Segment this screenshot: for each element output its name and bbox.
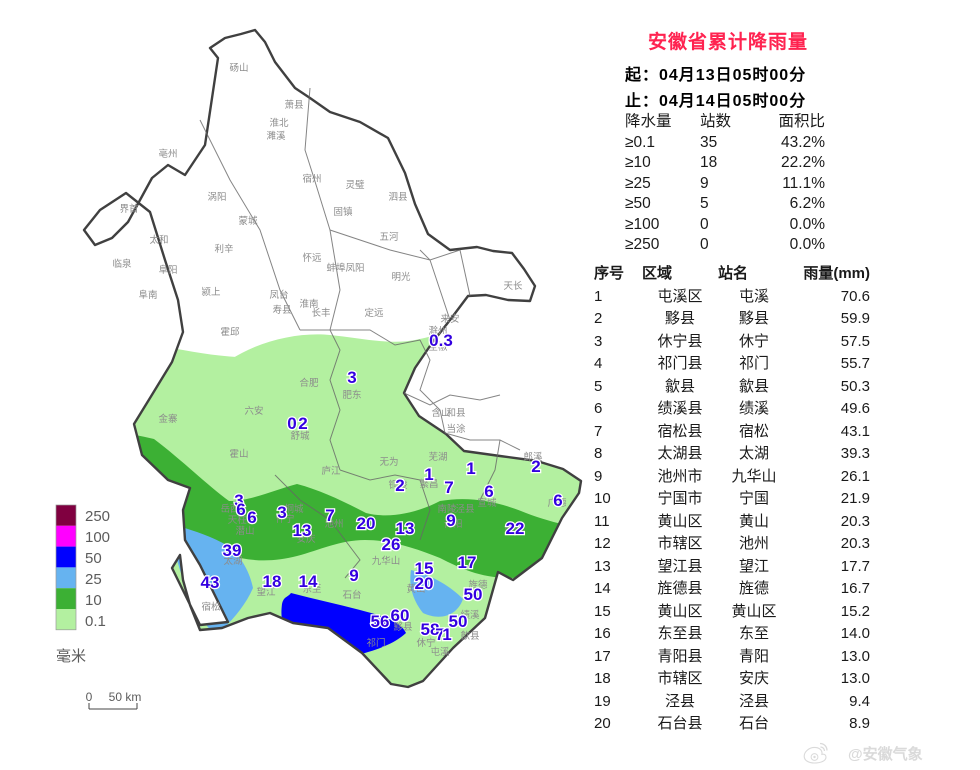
svg-text:来安: 来安 <box>440 313 459 325</box>
svg-text:和县: 和县 <box>446 408 465 419</box>
svg-text:43: 43 <box>201 573 220 592</box>
svg-text:寿县: 寿县 <box>272 304 291 316</box>
svg-text:1: 1 <box>442 625 451 644</box>
svg-text:13: 13 <box>293 521 312 540</box>
svg-text:17: 17 <box>458 553 477 572</box>
svg-text:9: 9 <box>349 566 358 585</box>
svg-text:60: 60 <box>391 606 410 625</box>
svg-text:100: 100 <box>85 529 110 546</box>
svg-text:22: 22 <box>506 519 525 538</box>
svg-text:0: 0 <box>86 690 93 704</box>
svg-text:屯溪: 屯溪 <box>430 646 450 658</box>
svg-text:6: 6 <box>484 482 493 501</box>
svg-text:14: 14 <box>299 572 318 591</box>
svg-text:霍邱: 霍邱 <box>220 327 240 338</box>
svg-text:20: 20 <box>357 514 376 533</box>
svg-text:25: 25 <box>85 571 102 588</box>
svg-text:3: 3 <box>277 503 286 522</box>
svg-text:当涂: 当涂 <box>446 423 466 435</box>
svg-text:26: 26 <box>382 535 401 554</box>
svg-text:颍上: 颍上 <box>201 286 221 298</box>
svg-text:20: 20 <box>415 574 434 593</box>
svg-text:阜南: 阜南 <box>138 289 157 301</box>
svg-text:50: 50 <box>85 550 102 567</box>
svg-text:6: 6 <box>553 491 562 510</box>
svg-text:淮北: 淮北 <box>269 118 289 129</box>
svg-text:芜湖: 芜湖 <box>428 451 447 463</box>
svg-text:肥东: 肥东 <box>342 389 361 401</box>
svg-text:阜阳: 阜阳 <box>158 264 177 276</box>
svg-text:太和: 太和 <box>149 234 168 246</box>
svg-text:祁门: 祁门 <box>366 637 385 649</box>
svg-text:霍山: 霍山 <box>229 449 248 460</box>
svg-text:1: 1 <box>466 459 475 478</box>
svg-text:利辛: 利辛 <box>214 243 233 255</box>
svg-text:0: 0 <box>287 414 296 433</box>
svg-text:定远: 定远 <box>364 307 384 319</box>
svg-text:1: 1 <box>424 465 433 484</box>
svg-text:18: 18 <box>263 572 282 591</box>
svg-text:10: 10 <box>85 592 102 609</box>
svg-text:56: 56 <box>371 612 390 631</box>
svg-text:7: 7 <box>325 506 334 525</box>
svg-text:庐江: 庐江 <box>321 465 341 477</box>
svg-text:9: 9 <box>446 511 455 530</box>
svg-text:涡阳: 涡阳 <box>207 192 226 203</box>
svg-text:临泉: 临泉 <box>112 258 132 270</box>
svg-text:六安: 六安 <box>244 405 263 417</box>
svg-text:宿松: 宿松 <box>201 601 221 613</box>
svg-text:50: 50 <box>464 585 483 604</box>
svg-text:歙县: 歙县 <box>460 630 479 642</box>
svg-text:6: 6 <box>236 500 245 519</box>
svg-text:凤阳: 凤阳 <box>345 263 364 274</box>
svg-text:合肥: 合肥 <box>299 377 319 389</box>
svg-text:2: 2 <box>531 457 540 476</box>
svg-text:毫米: 毫米 <box>56 647 86 665</box>
svg-text:6: 6 <box>247 508 256 527</box>
svg-text:九华山: 九华山 <box>372 555 401 567</box>
svg-text:天长: 天长 <box>503 280 523 292</box>
svg-text:亳州: 亳州 <box>158 148 177 160</box>
svg-text:蒙城: 蒙城 <box>238 215 258 227</box>
svg-text:50 km: 50 km <box>109 690 142 704</box>
svg-text:泗县: 泗县 <box>388 192 407 203</box>
svg-text:五河: 五河 <box>379 231 399 243</box>
svg-text:泾县: 泾县 <box>455 503 474 515</box>
svg-text:界首: 界首 <box>119 203 139 215</box>
svg-text:凤台: 凤台 <box>269 289 288 301</box>
svg-text:明光: 明光 <box>391 271 411 283</box>
svg-text:0.3: 0.3 <box>429 331 453 350</box>
svg-text:宿州: 宿州 <box>302 173 321 185</box>
svg-text:淮南: 淮南 <box>299 298 318 310</box>
svg-text:2: 2 <box>395 476 404 495</box>
svg-text:7: 7 <box>444 478 453 497</box>
svg-text:蚌埠: 蚌埠 <box>326 262 346 274</box>
svg-text:0.1: 0.1 <box>85 613 106 630</box>
svg-text:无为: 无为 <box>379 456 398 468</box>
svg-text:怀远: 怀远 <box>302 252 322 264</box>
svg-text:灵璧: 灵璧 <box>345 179 365 191</box>
svg-text:2: 2 <box>298 414 307 433</box>
svg-text:萧县: 萧县 <box>284 99 303 111</box>
svg-text:濉溪: 濉溪 <box>266 130 286 142</box>
svg-text:3: 3 <box>347 368 356 387</box>
svg-text:39: 39 <box>223 541 242 560</box>
svg-text:金寨: 金寨 <box>158 413 178 425</box>
svg-text:固镇: 固镇 <box>333 206 353 218</box>
svg-text:250: 250 <box>85 508 110 525</box>
svg-text:砀山: 砀山 <box>229 63 248 74</box>
svg-text:石台: 石台 <box>342 589 361 601</box>
